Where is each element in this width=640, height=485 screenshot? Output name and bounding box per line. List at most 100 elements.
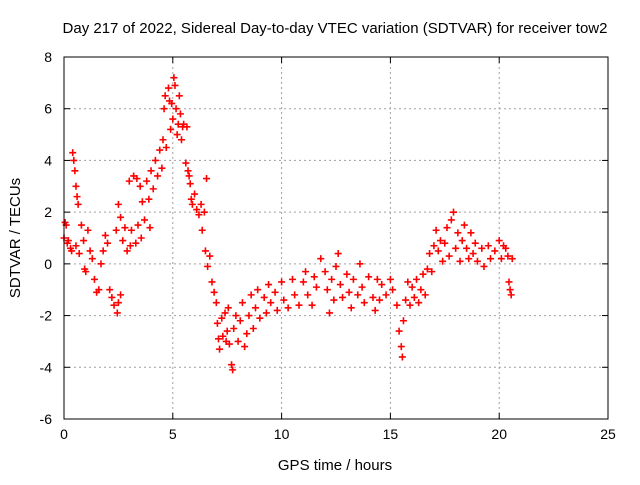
data-point [236,317,244,325]
data-point [382,291,390,299]
data-point [127,226,135,234]
x-tick-label: 5 [169,426,177,442]
data-point [71,167,79,175]
data-point [456,257,464,265]
data-point [469,250,477,258]
data-point [410,293,418,301]
data-point [161,92,169,100]
data-point [447,216,455,224]
data-point [486,255,494,263]
data-point [463,244,471,252]
data-point [312,283,320,291]
data-point [471,239,479,247]
data-point [502,244,510,252]
data-point [302,268,310,276]
data-point [280,296,288,304]
data-point [219,332,227,340]
data-point [426,250,434,258]
data-point [141,216,149,224]
data-point [117,291,125,299]
data-point [117,213,125,221]
data-point [304,291,312,299]
y-tick-label: -6 [40,411,53,427]
data-point [149,185,157,193]
x-axis-label: GPS time / hours [278,457,392,474]
data-point [137,234,145,242]
data-point [197,200,205,208]
data-point [114,200,122,208]
data-point [465,255,473,263]
data-point [158,164,166,172]
data-point [184,167,192,175]
data-point [406,301,414,309]
data-point [247,291,255,299]
data-point [480,262,488,270]
data-point [223,327,231,335]
data-point [291,291,299,299]
data-point [216,345,224,353]
data-point [68,247,76,255]
data-point [332,262,340,270]
data-point [415,299,423,307]
data-point [225,340,233,348]
data-point [108,293,116,301]
data-point [365,273,373,281]
data-point [138,198,146,206]
data-point [200,208,208,216]
data-point [439,257,447,265]
data-point [358,283,366,291]
data-point [308,301,316,309]
data-point [175,92,183,100]
data-point [134,221,142,229]
data-point [232,312,240,320]
data-point [104,239,112,247]
data-point [119,237,127,245]
data-point [336,281,344,289]
data-point [360,299,368,307]
data-point [114,299,122,307]
data-point [265,281,273,289]
data-point [421,291,429,299]
data-point [454,229,462,237]
data-point [249,325,257,332]
data-point [323,286,331,294]
data-point [497,255,505,263]
y-tick-label: -2 [40,308,53,324]
data-point [234,337,242,345]
y-tick-label: 6 [44,101,52,117]
data-point [173,131,181,139]
data-points-layer [60,74,516,374]
y-axis-label: SDTVAR / TECUs [7,178,24,298]
data-point [349,275,357,283]
data-point [373,275,381,283]
data-point [212,299,220,307]
data-point [508,255,516,263]
data-point [491,247,499,255]
data-point [185,172,193,180]
data-point [171,81,179,89]
data-point [167,125,175,133]
data-point [164,84,172,92]
data-point [295,301,303,309]
x-tick-label: 0 [60,426,68,442]
data-point [156,146,164,154]
data-point [484,242,492,250]
data-point [321,268,329,276]
data-point [467,229,475,237]
data-point [345,288,353,296]
data-point [408,283,416,291]
data-point [371,306,379,314]
data-point [288,275,296,283]
data-point [260,293,268,301]
data-point [214,335,222,343]
data-point [70,156,78,164]
data-point [213,319,221,327]
data-point [393,301,401,309]
data-point [182,159,190,167]
data-point [413,275,421,283]
data-point [376,296,384,304]
data-point [284,304,292,312]
data-point [310,273,318,281]
y-tick-label: -4 [40,359,53,375]
